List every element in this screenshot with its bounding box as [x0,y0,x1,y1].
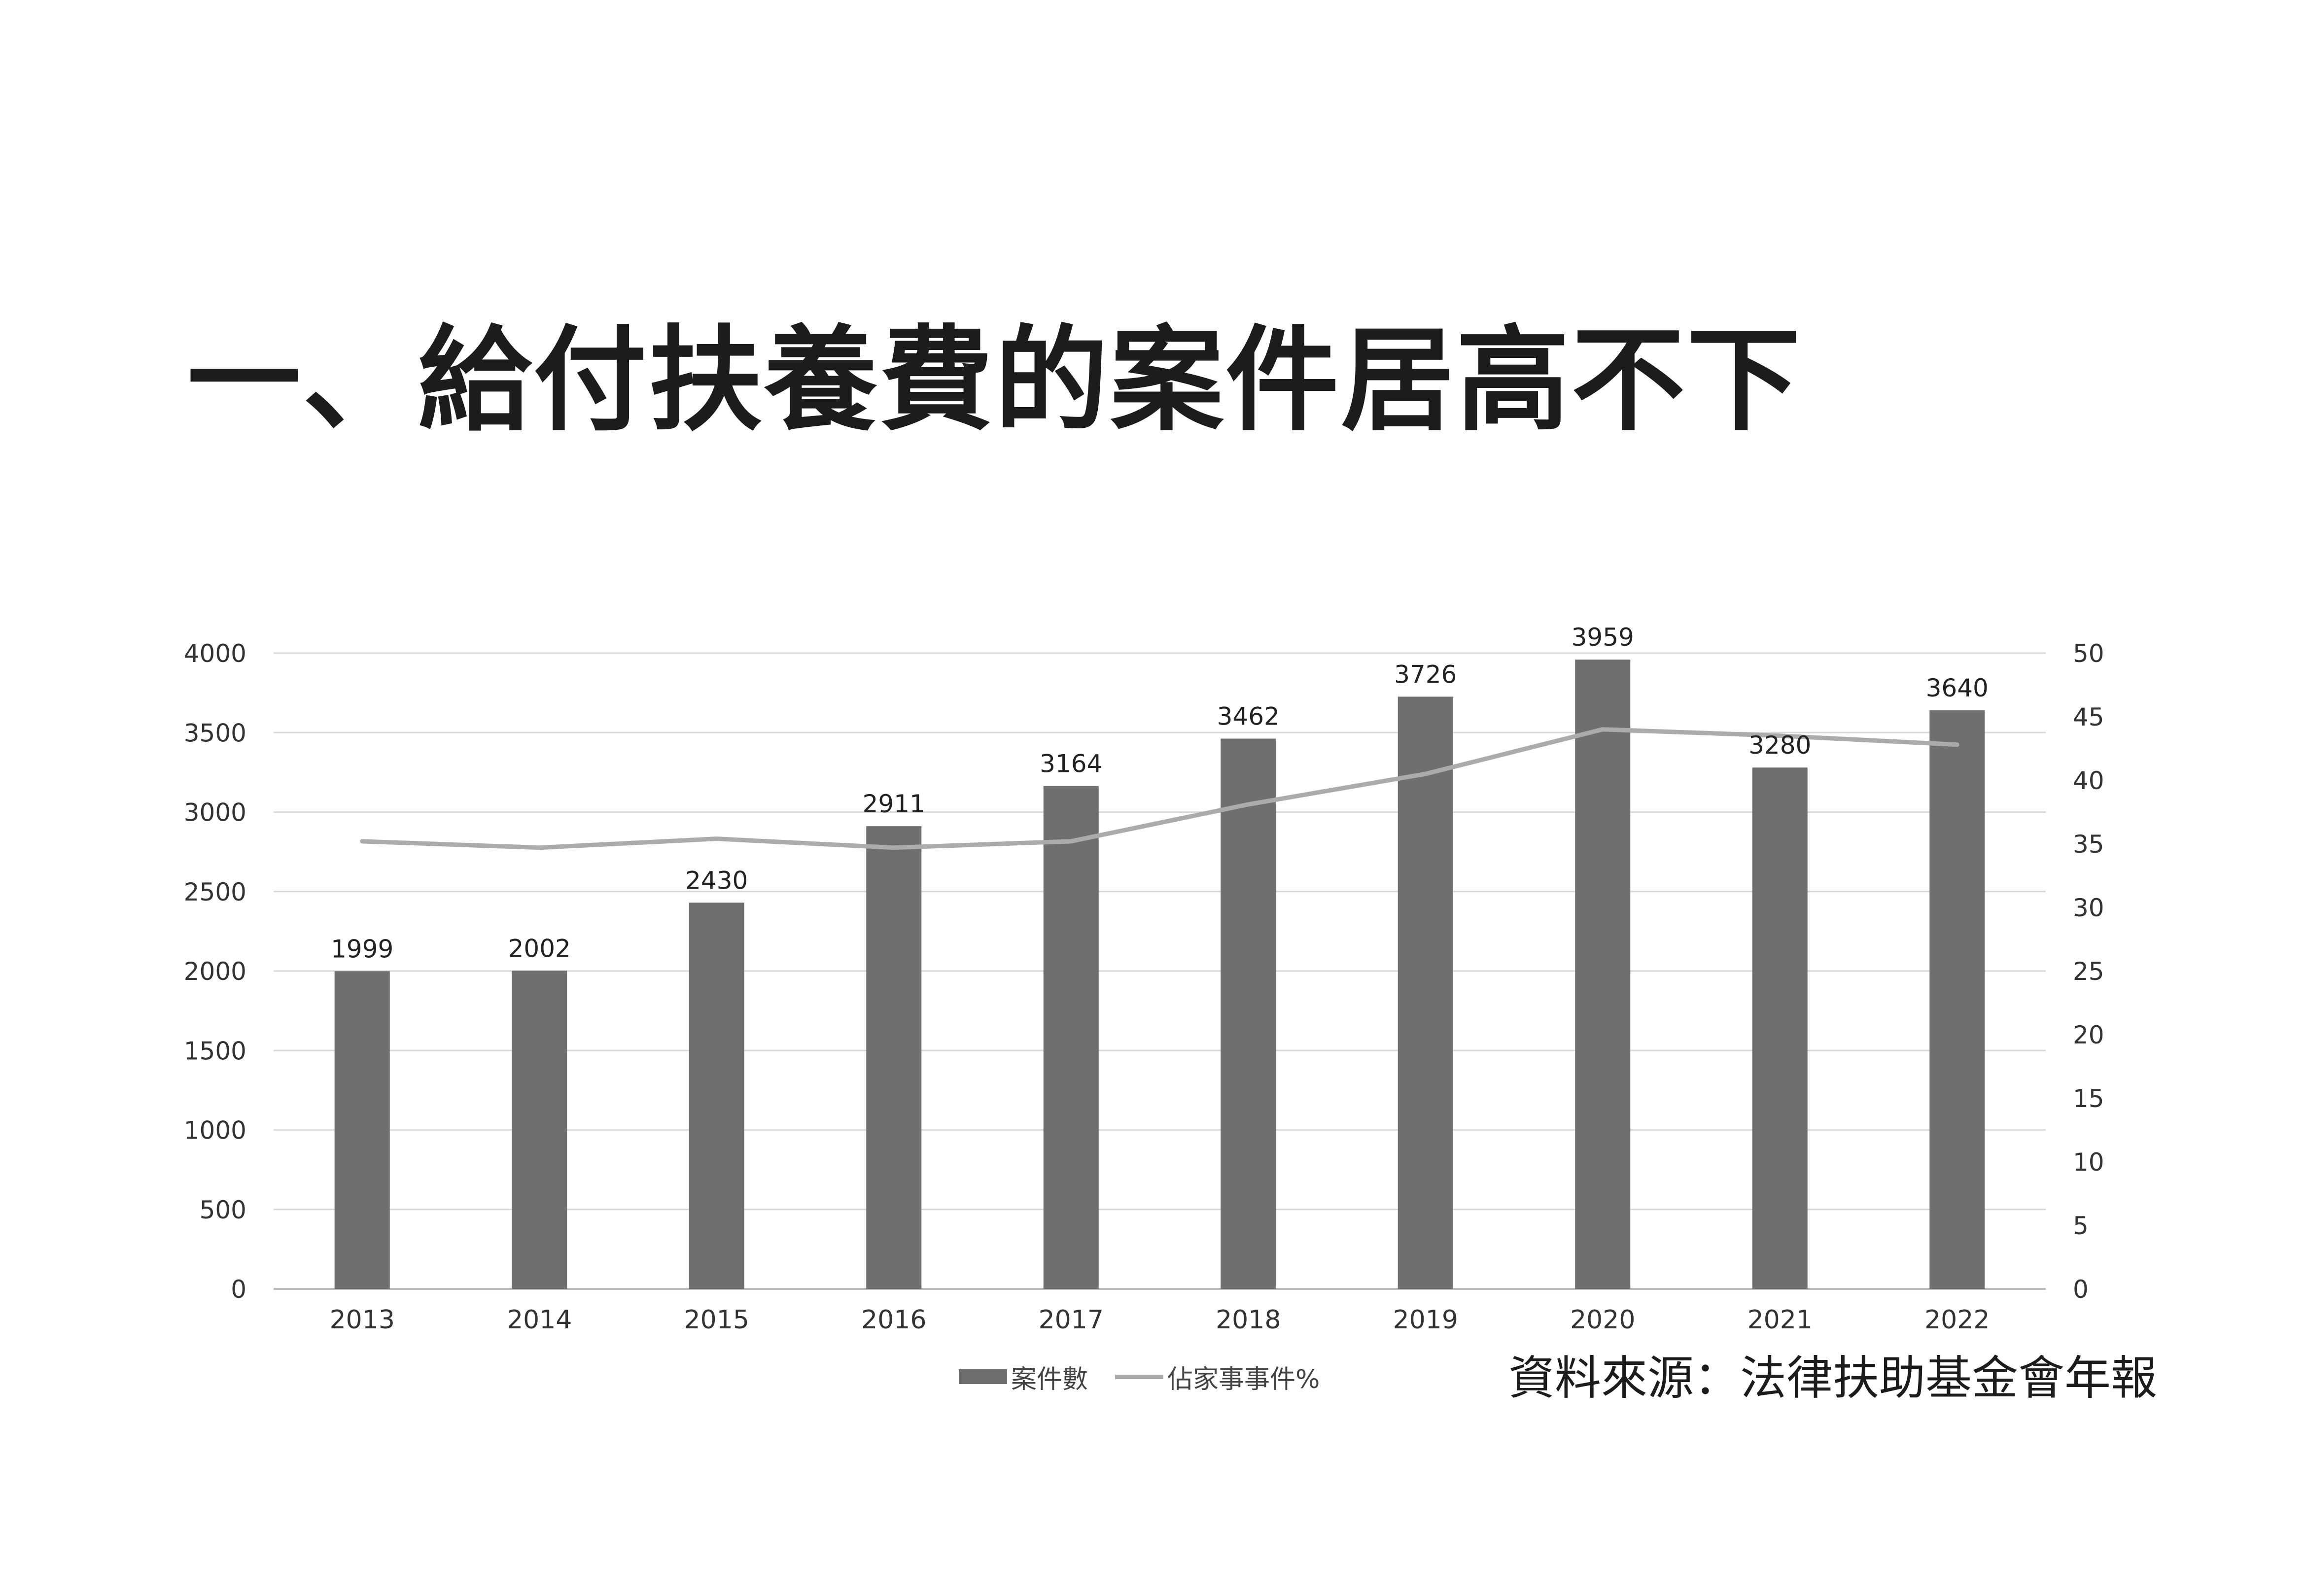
right-tick-15: 15 [2073,1084,2104,1113]
line-point-2021 [1779,735,1781,736]
left-tick-2000: 2000 [184,957,246,986]
x-tick-2013: 2013 [330,1305,395,1335]
x-axis-ticks: 2013 2014 2015 2016 2017 2018 2019 2020 2021 2022 [330,1305,1990,1335]
line-point-2018 [1248,804,1249,805]
bar-label-2013: 1999 [331,935,393,963]
line-point-2014 [539,847,540,848]
right-tick-50: 50 [2073,639,2104,668]
legend: 案件數 佔家事事件% [959,1359,1347,1394]
bar-label-2022: 3640 [1926,674,1989,702]
bar-2020 [1575,659,1631,1289]
right-tick-10: 10 [2073,1148,2104,1177]
bar-2014 [512,971,567,1289]
legend-item-line: 佔家事事件% [1115,1358,1320,1395]
page-title: 一、給付扶養費的案件居高不下 [187,315,1803,447]
left-tick-4000: 4000 [184,639,246,668]
bar-2019 [1398,696,1453,1289]
right-tick-40: 40 [2073,766,2104,795]
x-tick-2021: 2021 [1748,1305,1813,1335]
gridlines [274,652,2046,1290]
bar-2022 [1929,710,1985,1289]
right-axis-ticks: 0 5 10 15 20 25 30 35 40 45 50 [2073,639,2104,1304]
legend-label-line: 佔家事事件% [1167,1364,1320,1394]
bar-data-labels: 1999 2002 2430 2911 3164 3462 3726 3959 3280 3640 [331,623,1989,963]
line-point-2016 [893,847,895,848]
x-tick-2016: 2016 [861,1305,926,1335]
x-tick-2015: 2015 [684,1305,749,1335]
x-tick-2017: 2017 [1039,1305,1104,1335]
legend-item-bars: 案件數 [959,1358,1088,1395]
bar-2013 [334,971,390,1289]
bar-2017 [1043,786,1099,1289]
legend-swatch-bar [959,1369,1007,1384]
x-tick-2019: 2019 [1393,1305,1458,1335]
legend-swatch-line [1115,1374,1164,1379]
bar-label-2020: 3959 [1572,623,1634,652]
bar-label-2015: 2430 [685,866,748,895]
left-axis-ticks: 0 500 1000 1500 2000 2500 3000 3500 4000 [184,639,246,1304]
right-tick-25: 25 [2073,957,2104,986]
legend-label-bars: 案件數 [1011,1364,1088,1394]
x-tick-2018: 2018 [1216,1305,1281,1335]
left-tick-3500: 3500 [184,719,246,747]
right-tick-45: 45 [2073,703,2104,731]
bar-2018 [1221,738,1276,1289]
line-point-2017 [1070,840,1072,842]
bar-label-2021: 3280 [1748,731,1811,760]
line-point-2015 [716,838,717,839]
bar-label-2016: 2911 [863,790,925,818]
line-series [360,727,1959,850]
x-tick-2014: 2014 [507,1305,572,1335]
left-tick-1500: 1500 [184,1037,246,1065]
bar-2015 [689,902,744,1289]
right-tick-5: 5 [2073,1212,2089,1240]
line-path [360,727,1959,850]
left-tick-3000: 3000 [184,798,246,827]
source-note: 資料來源：法律扶助基金會年報 [1508,1352,2158,1405]
left-tick-0: 0 [231,1275,246,1304]
bar-label-2019: 3726 [1394,660,1457,689]
left-tick-1000: 1000 [184,1116,246,1145]
bar-2021 [1752,767,1808,1289]
x-tick-2022: 2022 [1924,1305,1990,1335]
bar-label-2018: 3462 [1217,702,1280,731]
right-tick-35: 35 [2073,830,2104,859]
right-tick-30: 30 [2073,894,2104,922]
bar-series [334,659,1985,1289]
bar-2016 [866,826,922,1289]
line-point-2020 [1602,729,1604,730]
right-tick-20: 20 [2073,1021,2104,1049]
bar-label-2017: 3164 [1040,750,1102,778]
line-point-2013 [361,840,363,842]
left-tick-500: 500 [200,1196,246,1224]
line-point-2019 [1425,773,1426,775]
x-tick-2020: 2020 [1570,1305,1635,1335]
right-tick-0: 0 [2073,1275,2089,1304]
left-tick-2500: 2500 [184,878,246,906]
bar-label-2014: 2002 [508,934,571,963]
